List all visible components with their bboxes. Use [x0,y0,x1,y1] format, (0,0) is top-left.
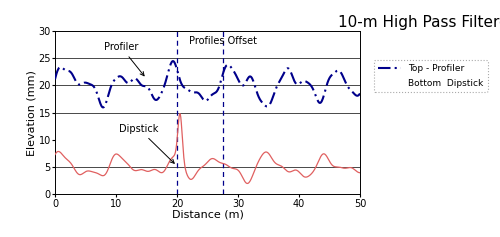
Legend: Top - Profiler, Bottom  Dipstick: Top - Profiler, Bottom Dipstick [374,60,488,92]
Y-axis label: Elevation (mm): Elevation (mm) [27,70,37,155]
Text: Dipstick: Dipstick [119,124,174,163]
X-axis label: Distance (m): Distance (m) [172,210,244,220]
Text: Profiler: Profiler [104,42,144,76]
Text: Profiles Offset: Profiles Offset [189,36,257,46]
Text: 10-m High Pass Filtered: 10-m High Pass Filtered [338,15,500,30]
